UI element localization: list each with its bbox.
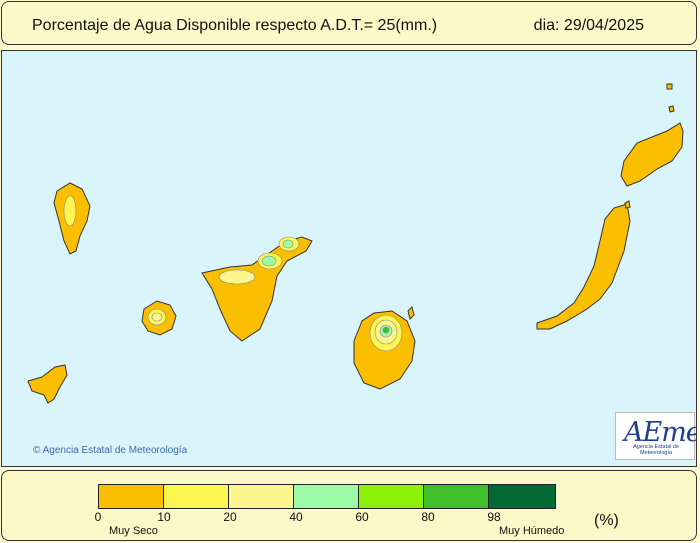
legend: 0 10 20 40 60 80 98 Muy Seco Muy Húmedo … xyxy=(1,470,697,541)
map-header: Porcentaje de Agua Disponible respecto A… xyxy=(1,1,697,45)
island-fuerteventura xyxy=(536,203,631,330)
copyright-text: © Agencia Estatal de Meteorología xyxy=(33,445,188,456)
island-lanzarote xyxy=(620,122,684,187)
logo-name: AEmet xyxy=(624,417,696,448)
map-area: © Agencia Estatal de Meteorología AEmet … xyxy=(1,50,697,467)
legend-swatch xyxy=(229,485,294,508)
legend-swatch xyxy=(424,485,489,508)
island-tenerife xyxy=(201,236,313,342)
legend-swatch xyxy=(359,485,424,508)
legend-tick: 20 xyxy=(223,510,237,524)
logo-subtitle: Agencia Estatal de Meteorología xyxy=(633,444,679,456)
legend-swatch xyxy=(489,485,555,508)
legend-tick: 98 xyxy=(487,510,501,524)
island-el-hierro xyxy=(27,364,68,404)
legend-swatch xyxy=(294,485,359,508)
legend-unit: (%) xyxy=(594,512,619,529)
legend-low-label: Muy Seco xyxy=(109,525,158,537)
canary-islands-map xyxy=(27,83,684,404)
legend-tick: 80 xyxy=(421,510,435,524)
aemet-logo: AEmet Agencia Estatal de Meteorología xyxy=(615,412,696,460)
legend-swatch xyxy=(164,485,229,508)
legend-high-label: Muy Húmedo xyxy=(499,525,565,537)
map-date: dia: 29/04/2025 xyxy=(533,17,644,34)
legend-tick: 40 xyxy=(289,510,303,524)
map-title: Porcentaje de Agua Disponible respecto A… xyxy=(32,17,438,34)
legend-tick: 0 xyxy=(94,510,102,524)
legend-swatch xyxy=(99,485,164,508)
legend-color-bar xyxy=(98,484,556,509)
legend-tick: 60 xyxy=(355,510,369,524)
legend-tick: 10 xyxy=(157,510,171,524)
